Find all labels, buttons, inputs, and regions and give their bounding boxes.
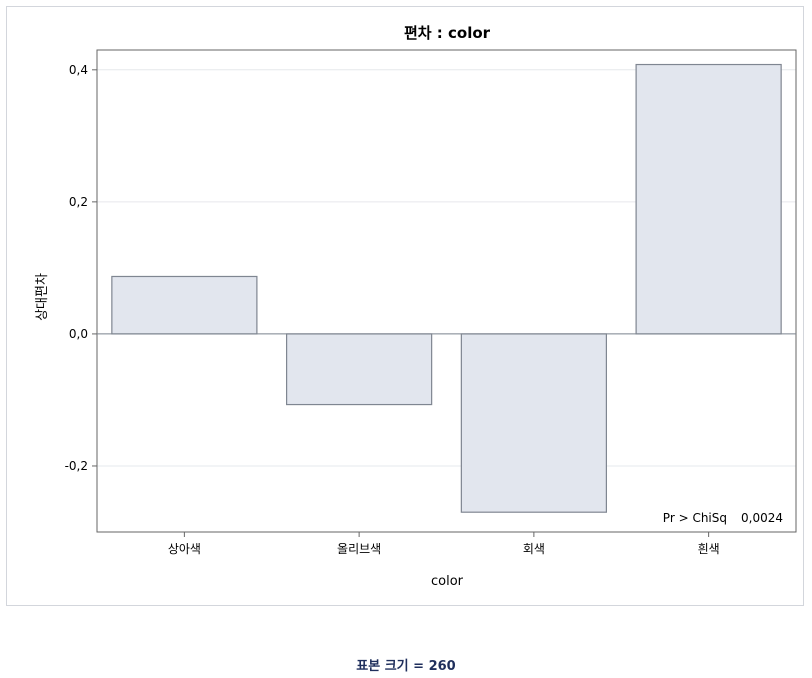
- bars: [111, 63, 782, 513]
- bar: [286, 333, 433, 406]
- x-tick-label: 올리브색: [337, 542, 381, 556]
- y-tick-label: 0,4: [69, 63, 88, 77]
- y-axis-label: 상대편차: [35, 273, 50, 321]
- y-tick-label: 0,0: [69, 327, 88, 341]
- bar: [635, 63, 782, 335]
- plot-area: [96, 49, 797, 533]
- chisq-label: Pr > ChiSq: [663, 511, 727, 525]
- x-tick-label: 흰색: [698, 542, 720, 556]
- chart-title: 편차 : color: [404, 24, 491, 42]
- chisq-value: 0,0024: [741, 511, 783, 525]
- y-axis-ticks: -0,2 0,0 0,2 0,4: [65, 63, 97, 473]
- x-tick-label: 상아색: [168, 542, 201, 556]
- sample-size-footnote: 표본 크기 = 260: [356, 659, 456, 674]
- x-tick-label: 회색: [523, 542, 545, 556]
- y-tick-label: -0,2: [65, 459, 88, 473]
- y-tick-label: 0,2: [69, 195, 88, 209]
- deviation-bar-chart: 편차 : color -0,2 0,0 0,2 0,4 상아색 올리브색 회색 흰색 col…: [35, 24, 797, 589]
- x-axis-ticks: 상아색 올리브색 회색 흰색: [168, 532, 720, 556]
- bar: [460, 333, 607, 513]
- chart-frame: 편차 : color -0,2 0,0 0,2 0,4 상아색 올리브색 회색 흰색 col…: [6, 6, 804, 606]
- x-axis-label: color: [431, 574, 464, 589]
- bar: [111, 275, 258, 335]
